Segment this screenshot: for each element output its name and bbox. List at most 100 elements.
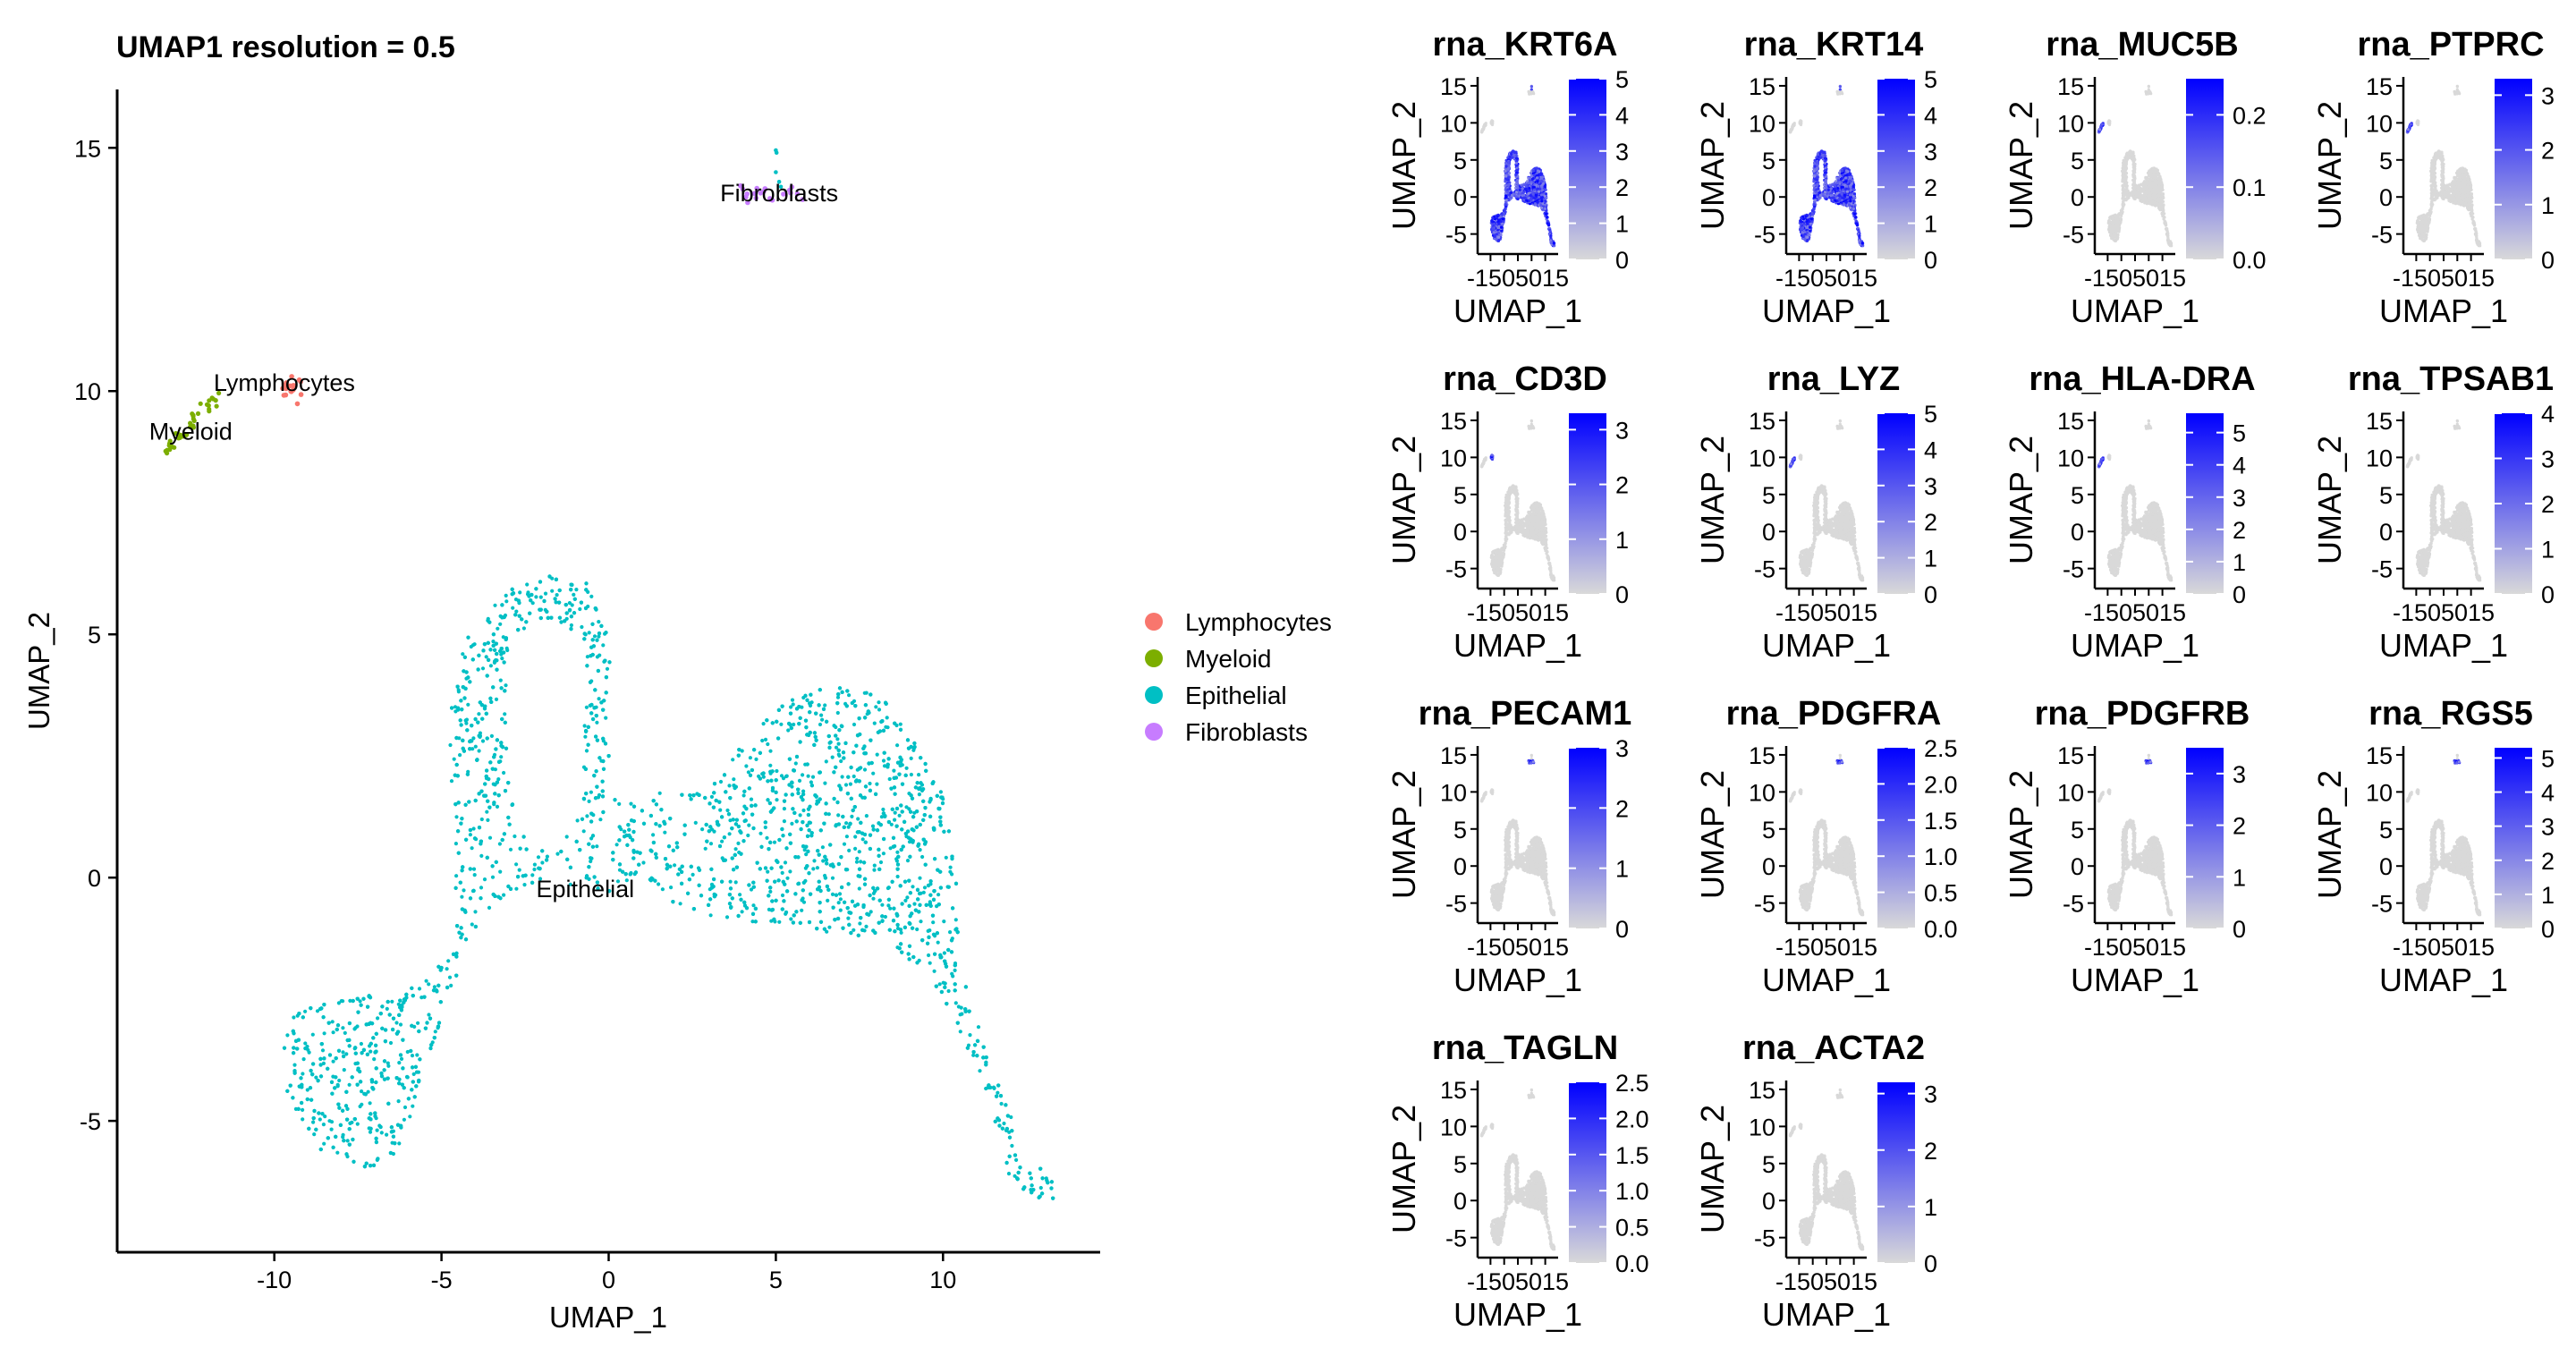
epithelial-point [884,915,887,919]
epithelial-point [792,920,795,924]
epithelial-point [341,1109,344,1113]
epithelial-point [863,883,867,886]
epithelial-point [576,818,580,822]
epithelial-point [940,990,944,994]
epithelial-point [838,686,842,690]
epithelial-point [933,970,936,973]
epithelial-point [407,1097,411,1100]
epithelial-point [495,698,498,701]
epithelial-point [775,150,779,155]
epithelial-point [927,936,930,939]
epithelial-point [795,819,799,823]
epithelial-point [909,891,912,894]
epithelial-point [720,815,724,818]
epithelial-point [555,578,558,581]
epithelial-point [675,841,679,844]
epithelial-point [884,725,887,729]
epithelial-point [732,818,735,821]
epithelial-point [613,798,616,801]
epithelial-point [461,869,464,872]
epithelial-point [887,820,891,824]
epithelial-point [453,774,457,777]
epithelial-point [877,821,880,825]
epithelial-point [459,718,462,722]
epithelial-point [468,680,471,683]
epithelial-point [386,1077,390,1081]
epithelial-point [495,668,498,672]
epithelial-point [898,946,902,950]
epithelial-point [398,999,402,1003]
epithelial-point [916,888,919,892]
epithelial-point [947,989,951,993]
epithelial-point [911,927,914,930]
epithelial-point [384,1039,387,1043]
epithelial-point [631,856,635,860]
epithelial-point [852,775,856,778]
epithelial-point [1014,1158,1018,1162]
epithelial-point [792,723,795,726]
epithelial-point [462,696,466,699]
epithelial-point [982,1046,986,1049]
epithelial-point [583,724,587,727]
epithelial-point [809,693,812,697]
epithelial-point [788,758,792,761]
epithelial-point [602,767,606,771]
epithelial-point [503,689,506,692]
epithelial-point [914,785,918,789]
epithelial-point [899,723,902,726]
epithelial-point [410,1088,413,1091]
epithelial-point [503,615,506,619]
epithelial-point [573,597,577,601]
epithelial-point [1038,1195,1042,1199]
epithelial-point [390,1000,394,1004]
epithelial-point [391,1028,394,1031]
epithelial-point [688,877,691,881]
epithelial-point [589,681,592,684]
epithelial-point [366,1005,369,1009]
epithelial-point [750,798,753,801]
epithelial-point [369,1101,372,1105]
epithelial-point [534,595,538,598]
epithelial-point [808,805,811,809]
epithelial-point [853,805,857,809]
epithelial-point [348,1127,352,1131]
epithelial-point [953,982,957,986]
epithelial-point [374,1044,377,1047]
epithelial-point [846,906,850,910]
epithelial-point [346,1139,350,1142]
epithelial-point [809,893,812,896]
epithelial-point [864,925,868,928]
epithelial-point [448,976,452,979]
epithelial-point [731,758,734,761]
epithelial-point [944,981,947,985]
epithelial-point [462,669,465,673]
epithelial-point [858,779,861,783]
epithelial-point [929,904,933,908]
epithelial-point [597,756,601,759]
epithelial-point [871,897,875,901]
epithelial-point [805,864,809,868]
epithelial-point [784,911,788,914]
epithelial-point [319,1148,323,1151]
epithelial-point [973,1043,977,1047]
epithelial-point [844,868,848,871]
epithelial-point [604,716,607,720]
epithelial-point [751,881,755,885]
epithelial-point [446,959,450,962]
epithelial-point [454,974,458,978]
epithelial-point [834,766,837,769]
epithelial-point [550,589,554,593]
epithelial-point [1017,1171,1021,1174]
epithelial-point [846,775,850,779]
epithelial-point [929,797,933,801]
epithelial-point [775,778,778,782]
epithelial-point [818,853,821,857]
epithelial-point [819,714,823,717]
epithelial-point [723,773,726,776]
epithelial-point [601,708,605,712]
epithelial-point [784,860,787,864]
epithelial-point [732,777,735,781]
epithelial-point [816,849,819,852]
epithelial-point [858,733,861,736]
epithelial-point [907,879,911,883]
